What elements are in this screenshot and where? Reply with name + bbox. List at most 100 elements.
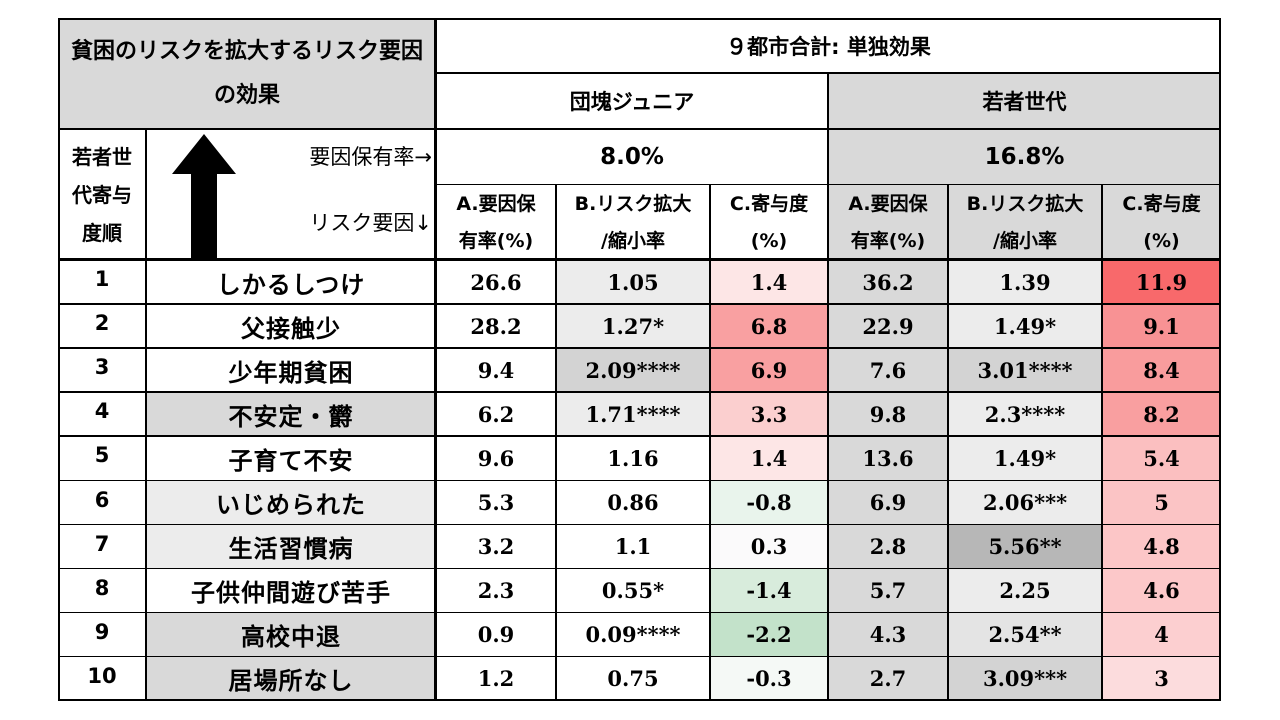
yg-b-cell: 2.54** — [948, 612, 1102, 657]
grid-line — [58, 18, 1221, 20]
grid-line — [145, 128, 147, 701]
grid-line — [58, 523, 1221, 526]
factor-cell: 子育て不安 — [146, 436, 436, 481]
risk-label-text: リスク要因↓ — [309, 211, 432, 235]
yg-c-cell: 3 — [1102, 656, 1221, 701]
yg-b-cell: 2.25 — [948, 568, 1102, 613]
grid-line — [555, 184, 557, 701]
group-header-young-generation: 若者世代 — [828, 73, 1221, 129]
yg-b-cell: 5.56** — [948, 524, 1102, 569]
group-header-dankai-junior: 団塊ジュニア — [436, 73, 828, 129]
yg-a-cell: 22.9 — [828, 304, 948, 349]
yg-c-cell: 4.8 — [1102, 524, 1221, 569]
rank-header: 若者世代寄与度順 — [58, 129, 146, 260]
grid-line — [58, 611, 1221, 614]
risk-factor-table: 貧困のリスクを拡大するリスク要因の効果 ９都市合計: 単独効果 団塊ジュニア 若… — [58, 18, 1221, 701]
dj-c-cell: -0.8 — [710, 480, 828, 525]
subheader-line: (%) — [1143, 229, 1180, 252]
yg-a-cell: 4.3 — [828, 612, 948, 657]
grid-line — [58, 567, 1221, 570]
dj-c-cell: 6.9 — [710, 348, 828, 393]
dj-c-cell: 3.3 — [710, 392, 828, 437]
grid-line — [827, 72, 829, 701]
grid-line — [58, 391, 1221, 393]
grid-line — [58, 128, 436, 130]
dj-a-cell: 9.4 — [436, 348, 556, 393]
rank-cell: 10 — [58, 656, 146, 701]
dj-b-cell: 1.16 — [556, 436, 710, 481]
dj-a-cell: 3.2 — [436, 524, 556, 569]
subheader-yg-b: B.リスク拡大 /縮小率 — [948, 185, 1102, 260]
yg-c-cell: 4.6 — [1102, 568, 1221, 613]
yg-c-cell: 4 — [1102, 612, 1221, 657]
grid-line — [58, 699, 1221, 701]
super-header: ９都市合計: 単独効果 — [436, 18, 1221, 73]
grid-line — [58, 303, 1221, 305]
factor-cell: 居場所なし — [146, 656, 436, 701]
grid-line — [1101, 184, 1103, 701]
rank-cell: 1 — [58, 260, 146, 305]
group-rate: 16.8% — [984, 144, 1065, 170]
subheader-dj-c: C.寄与度 (%) — [710, 185, 828, 260]
subheader-line: B.リスク拡大 — [574, 192, 692, 215]
subheader-line: B.リスク拡大 — [966, 192, 1084, 215]
dj-a-cell: 0.9 — [436, 612, 556, 657]
dj-a-cell: 28.2 — [436, 304, 556, 349]
dj-c-cell: 0.3 — [710, 524, 828, 569]
dj-b-cell: 0.09**** — [556, 612, 710, 657]
dj-b-cell: 0.75 — [556, 656, 710, 701]
rank-cell: 9 — [58, 612, 146, 657]
grid-line — [1219, 18, 1221, 701]
up-arrow-icon — [172, 134, 236, 258]
yg-a-cell: 6.9 — [828, 480, 948, 525]
factor-cell: 父接触少 — [146, 304, 436, 349]
table-title: 貧困のリスクを拡大するリスク要因の効果 — [58, 18, 436, 129]
grid-line — [58, 258, 1221, 261]
grid-line — [58, 18, 60, 701]
group-rate: 8.0% — [600, 144, 664, 170]
grid-line — [947, 184, 949, 701]
group-name: 若者世代 — [982, 90, 1067, 114]
subheader-line: C.寄与度 — [729, 192, 809, 215]
rank-cell: 2 — [58, 304, 146, 349]
subheader-yg-a: A.要因保 有率(%) — [828, 185, 948, 260]
dj-b-cell: 1.71**** — [556, 392, 710, 437]
subheader-line: /縮小率 — [601, 229, 665, 252]
dj-a-cell: 5.3 — [436, 480, 556, 525]
dj-c-cell: 1.4 — [710, 436, 828, 481]
grid-line — [58, 479, 1221, 481]
yg-a-cell: 36.2 — [828, 260, 948, 305]
grid-line — [58, 347, 1221, 349]
yg-b-cell: 2.06*** — [948, 480, 1102, 525]
subheader-line: (%) — [750, 229, 788, 252]
factor-cell: 子供仲間遊び苦手 — [146, 568, 436, 613]
factor-cell: 生活習慣病 — [146, 524, 436, 569]
factor-cell: しかるしつけ — [146, 260, 436, 305]
dj-c-cell: -0.3 — [710, 656, 828, 701]
dj-b-cell: 0.55* — [556, 568, 710, 613]
yg-a-cell: 2.7 — [828, 656, 948, 701]
table-title-text: 貧困のリスクを拡大するリスク要因の効果 — [70, 38, 423, 108]
rank-header-text: 若者世代寄与度順 — [72, 144, 132, 245]
yg-c-cell: 9.1 — [1102, 304, 1221, 349]
yg-b-cell: 3.09*** — [948, 656, 1102, 701]
rank-cell: 5 — [58, 436, 146, 481]
super-header-text: ９都市合計: 単独効果 — [726, 34, 931, 59]
subheader-dj-b: B.リスク拡大 /縮小率 — [556, 185, 710, 260]
rate-label-text: 要因保有率→ — [309, 145, 432, 169]
grid-line — [58, 435, 1221, 437]
yg-c-cell: 8.2 — [1102, 392, 1221, 437]
yg-b-cell: 1.49* — [948, 436, 1102, 481]
dj-a-cell: 9.6 — [436, 436, 556, 481]
risk-label: リスク要因↓ — [248, 202, 432, 242]
rank-cell: 8 — [58, 568, 146, 613]
subheader-line: A.要因保 — [456, 192, 536, 215]
rank-cell: 7 — [58, 524, 146, 569]
yg-c-cell: 5 — [1102, 480, 1221, 525]
grid-line — [58, 655, 1221, 658]
grid-line — [709, 184, 711, 701]
dj-b-cell: 1.05 — [556, 260, 710, 305]
dj-c-cell: -1.4 — [710, 568, 828, 613]
subheader-line: A.要因保 — [848, 192, 928, 215]
dj-c-cell: 6.8 — [710, 304, 828, 349]
